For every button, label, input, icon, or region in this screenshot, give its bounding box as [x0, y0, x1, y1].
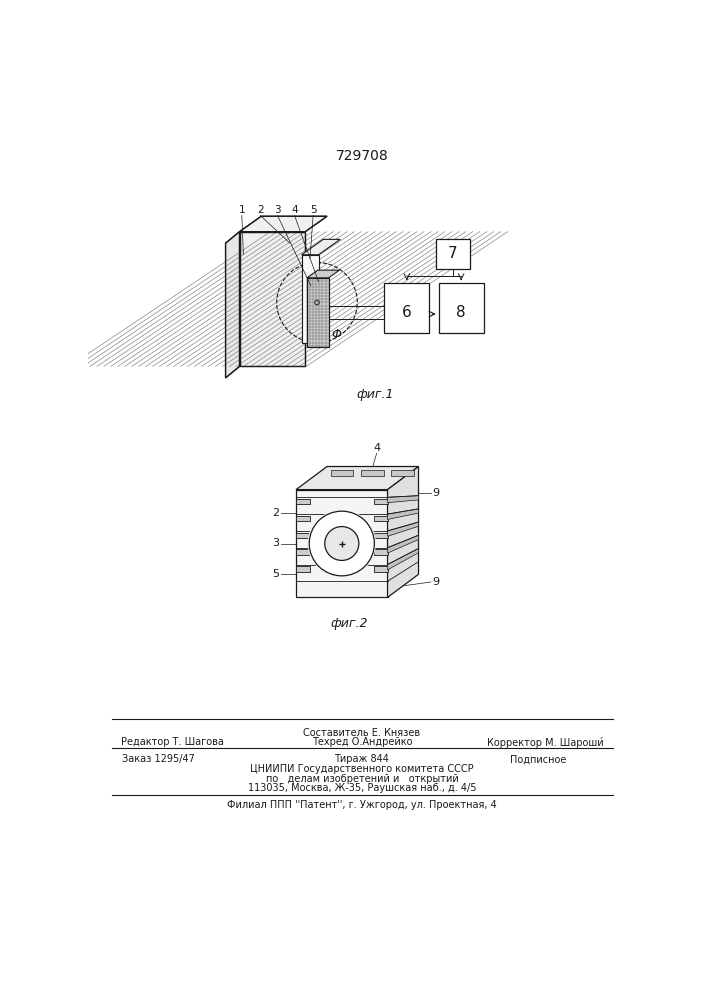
Polygon shape [361, 470, 384, 476]
Text: Заказ 1295/47: Заказ 1295/47 [122, 754, 194, 764]
Bar [296, 499, 310, 504]
Polygon shape [331, 470, 354, 476]
Bar [438, 283, 484, 333]
Circle shape [309, 511, 374, 576]
Text: Тираж 844: Тираж 844 [334, 754, 390, 764]
Bar [301, 255, 319, 343]
Text: 9: 9 [433, 577, 440, 587]
Text: по   делам изобретений и   открытий: по делам изобретений и открытий [266, 774, 458, 784]
Bar [307, 278, 329, 347]
Text: 3: 3 [272, 538, 279, 548]
Polygon shape [307, 270, 339, 278]
Text: 4: 4 [291, 205, 298, 215]
Text: 3: 3 [274, 205, 281, 215]
Polygon shape [387, 548, 419, 570]
Text: 113035, Москва, Ж-35, Раушская наб., д. 4/5: 113035, Москва, Ж-35, Раушская наб., д. … [247, 783, 477, 793]
Bar [373, 499, 387, 504]
Bar [385, 283, 429, 333]
Polygon shape [387, 522, 419, 536]
Text: фиг.2: фиг.2 [331, 617, 368, 630]
Bar [296, 490, 387, 597]
Bar [240, 232, 305, 366]
Text: 5: 5 [310, 205, 317, 215]
Polygon shape [387, 535, 419, 553]
Polygon shape [387, 466, 419, 597]
Bar [373, 533, 387, 538]
Polygon shape [296, 466, 419, 490]
Bar [296, 549, 310, 555]
Bar [240, 232, 305, 366]
Text: 7: 7 [448, 246, 458, 261]
Text: фиг.1: фиг.1 [356, 388, 394, 401]
Text: Техред О.Андрейко: Техред О.Андрейко [312, 737, 412, 747]
Bar [373, 566, 387, 572]
Circle shape [308, 510, 376, 577]
Text: 6: 6 [402, 305, 411, 320]
Bar [296, 566, 310, 572]
Text: 4: 4 [373, 443, 380, 453]
Bar [373, 516, 387, 521]
Circle shape [315, 300, 320, 305]
Circle shape [325, 527, 359, 560]
Text: 2: 2 [257, 205, 264, 215]
Text: Редактор Т. Шагова: Редактор Т. Шагова [121, 737, 223, 747]
Text: 2: 2 [272, 508, 279, 518]
Polygon shape [387, 509, 419, 519]
Text: ЦНИИПИ Государственного комитета СССР: ЦНИИПИ Государственного комитета СССР [250, 764, 474, 774]
Text: 9: 9 [433, 488, 440, 498]
Text: Составитель Е. Князев: Составитель Е. Князев [303, 728, 421, 738]
Text: 8: 8 [456, 305, 466, 320]
Text: 1: 1 [238, 205, 245, 215]
Bar [436, 239, 470, 269]
Polygon shape [240, 216, 327, 232]
Bar [296, 516, 310, 521]
Text: Корректор М. Шароши́: Корректор М. Шароши́ [487, 737, 604, 748]
Text: Филиал ППП ''Патент'', г. Ужгород, ул. Проектная, 4: Филиал ППП ''Патент'', г. Ужгород, ул. П… [227, 800, 497, 810]
Bar [373, 549, 387, 555]
Bar [307, 278, 329, 347]
Polygon shape [226, 232, 240, 378]
Polygon shape [301, 239, 340, 255]
Text: 5: 5 [272, 569, 279, 579]
Polygon shape [387, 496, 419, 503]
Text: Подписное: Подписное [510, 754, 566, 764]
Text: Φ: Φ [332, 328, 341, 341]
Polygon shape [392, 470, 414, 476]
Text: 729708: 729708 [336, 149, 388, 163]
Bar [296, 533, 310, 538]
